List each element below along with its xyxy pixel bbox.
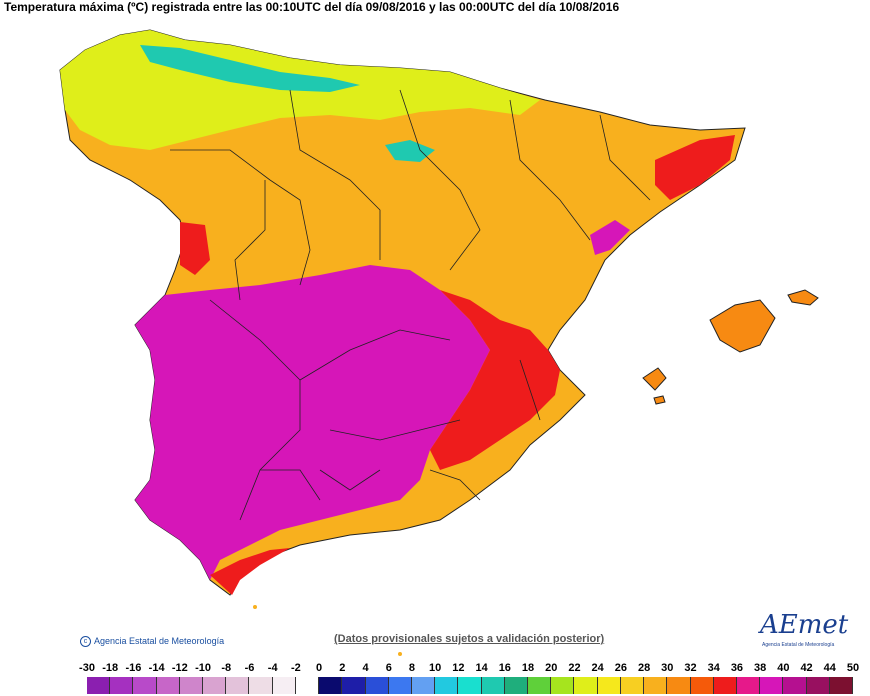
mallorca bbox=[709, 299, 776, 353]
legend-color-swatch bbox=[574, 677, 598, 694]
legend-color-swatch bbox=[644, 677, 668, 694]
legend-tick-label: 8 bbox=[408, 662, 416, 674]
legend-tick-label: 20 bbox=[545, 662, 558, 674]
hot-catalonia bbox=[655, 135, 735, 200]
legend-tick-label: -18 bbox=[102, 662, 119, 674]
valencia-pink bbox=[590, 220, 630, 255]
legend-tick-label: 28 bbox=[637, 662, 651, 674]
legend-tick-label: -12 bbox=[171, 662, 188, 674]
legend-tick-label: 16 bbox=[498, 662, 511, 674]
legend-tick-label: 30 bbox=[661, 662, 674, 674]
legend-tick-label: 14 bbox=[475, 662, 488, 674]
legend-tick-label: -4 bbox=[267, 662, 278, 674]
legend-color-swatch bbox=[133, 677, 157, 694]
agency-credit: c Agencia Estatal de Meteorología bbox=[80, 636, 225, 648]
legend-tick-label: 22 bbox=[568, 662, 581, 674]
melilla-dot bbox=[398, 652, 402, 656]
legend-color-swatch bbox=[458, 677, 482, 694]
temperature-legend: -30 -18 -16 -14 -12 -10 -8 -6 -4 -2 0 2 4 6 8 10 12 14 16 1… bbox=[0, 662, 870, 696]
logo-text: AEmet bbox=[760, 610, 849, 640]
ibiza bbox=[642, 367, 667, 391]
hot-west-border bbox=[180, 222, 210, 275]
aemet-logo: AEmet Agencia Estatal de Meteorología bbox=[760, 610, 849, 650]
legend-color-swatch bbox=[829, 677, 853, 694]
legend-tick-label: 4 bbox=[362, 662, 369, 674]
legend-tick-label: 2 bbox=[339, 662, 346, 674]
legend-color-swatch bbox=[203, 677, 227, 694]
legend-tick-label: 32 bbox=[684, 662, 697, 674]
legend-color-swatch bbox=[806, 677, 830, 694]
legend-color-swatch bbox=[319, 677, 343, 694]
legend-tick-label: 24 bbox=[591, 662, 604, 674]
legend-tick-label: 34 bbox=[707, 662, 720, 674]
provisional-data-notice: (Datos provisionales sujetos a validació… bbox=[334, 633, 605, 645]
legend-color-swatch bbox=[110, 677, 134, 694]
legend-tick-label: 26 bbox=[614, 662, 627, 674]
legend-tick-label: 50 bbox=[846, 662, 860, 674]
legend-color-swatch bbox=[179, 677, 204, 694]
temperature-map bbox=[59, 29, 819, 656]
legend-tick-label: 40 bbox=[777, 662, 790, 674]
legend-color-swatch bbox=[481, 677, 505, 694]
legend-tick-label: 42 bbox=[800, 662, 813, 674]
logo-subtitle: Agencia Estatal de Meteorología bbox=[762, 642, 835, 648]
legend-color-swatch bbox=[249, 677, 273, 694]
province-borders bbox=[170, 89, 651, 521]
legend-color-swatch bbox=[342, 677, 366, 694]
legend-color-swatch bbox=[388, 677, 412, 694]
legend-tick-label: 44 bbox=[823, 662, 836, 674]
legend-tick-label: -14 bbox=[148, 662, 165, 674]
legend-color-swatch bbox=[783, 677, 807, 694]
legend-color-swatch bbox=[551, 677, 575, 694]
copyright-icon: c bbox=[80, 636, 91, 648]
legend-tick-label: 0 bbox=[316, 662, 323, 674]
legend-color-swatch bbox=[760, 677, 784, 694]
iberian-system bbox=[385, 140, 435, 162]
cantabrian-mountains bbox=[140, 45, 360, 92]
hot-south-coast bbox=[210, 548, 290, 595]
legend-tick-label: 18 bbox=[521, 662, 535, 674]
formentera bbox=[653, 395, 666, 405]
legend-tick-label: 38 bbox=[754, 662, 767, 674]
map-title: Temperatura máxima (ºC) registrada entre… bbox=[4, 0, 620, 14]
legend-color-swatch bbox=[620, 677, 645, 694]
legend-color-swatch bbox=[365, 677, 389, 694]
legend-color-swatch bbox=[87, 677, 111, 694]
legend-color-swatch bbox=[736, 677, 761, 694]
legend-color-swatch bbox=[713, 677, 737, 694]
legend-tick-label: -2 bbox=[291, 662, 301, 674]
legend-color-swatch bbox=[295, 677, 320, 694]
legend-color-swatch bbox=[226, 677, 250, 694]
legend-color-swatch bbox=[597, 677, 621, 694]
legend-tick-label: -10 bbox=[195, 662, 211, 674]
ceuta-dot bbox=[253, 605, 257, 609]
legend-color-swatch bbox=[435, 677, 459, 694]
legend-color-swatch bbox=[272, 677, 296, 694]
menorca bbox=[787, 289, 819, 306]
legend-tick-label: -6 bbox=[244, 662, 255, 674]
legend-color-swatch bbox=[667, 677, 691, 694]
legend-tick-label: 10 bbox=[429, 662, 442, 674]
legend-tick-label: 36 bbox=[730, 662, 744, 674]
credit-text: Agencia Estatal de Meteorología bbox=[94, 636, 225, 646]
legend-tick-label: 6 bbox=[385, 662, 392, 674]
legend-color-swatch bbox=[156, 677, 180, 694]
hot-interior bbox=[135, 265, 490, 580]
legend-tick-label: -8 bbox=[221, 662, 232, 674]
legend-tick-label: -16 bbox=[125, 662, 142, 674]
legend-tick-label: 12 bbox=[452, 662, 465, 674]
legend-color-swatch bbox=[504, 677, 529, 694]
legend-tick-label: -30 bbox=[79, 662, 95, 674]
hot-east bbox=[430, 290, 560, 470]
legend-color-swatch bbox=[528, 677, 552, 694]
legend-color-swatch bbox=[411, 677, 436, 694]
legend-color-swatch bbox=[690, 677, 714, 694]
